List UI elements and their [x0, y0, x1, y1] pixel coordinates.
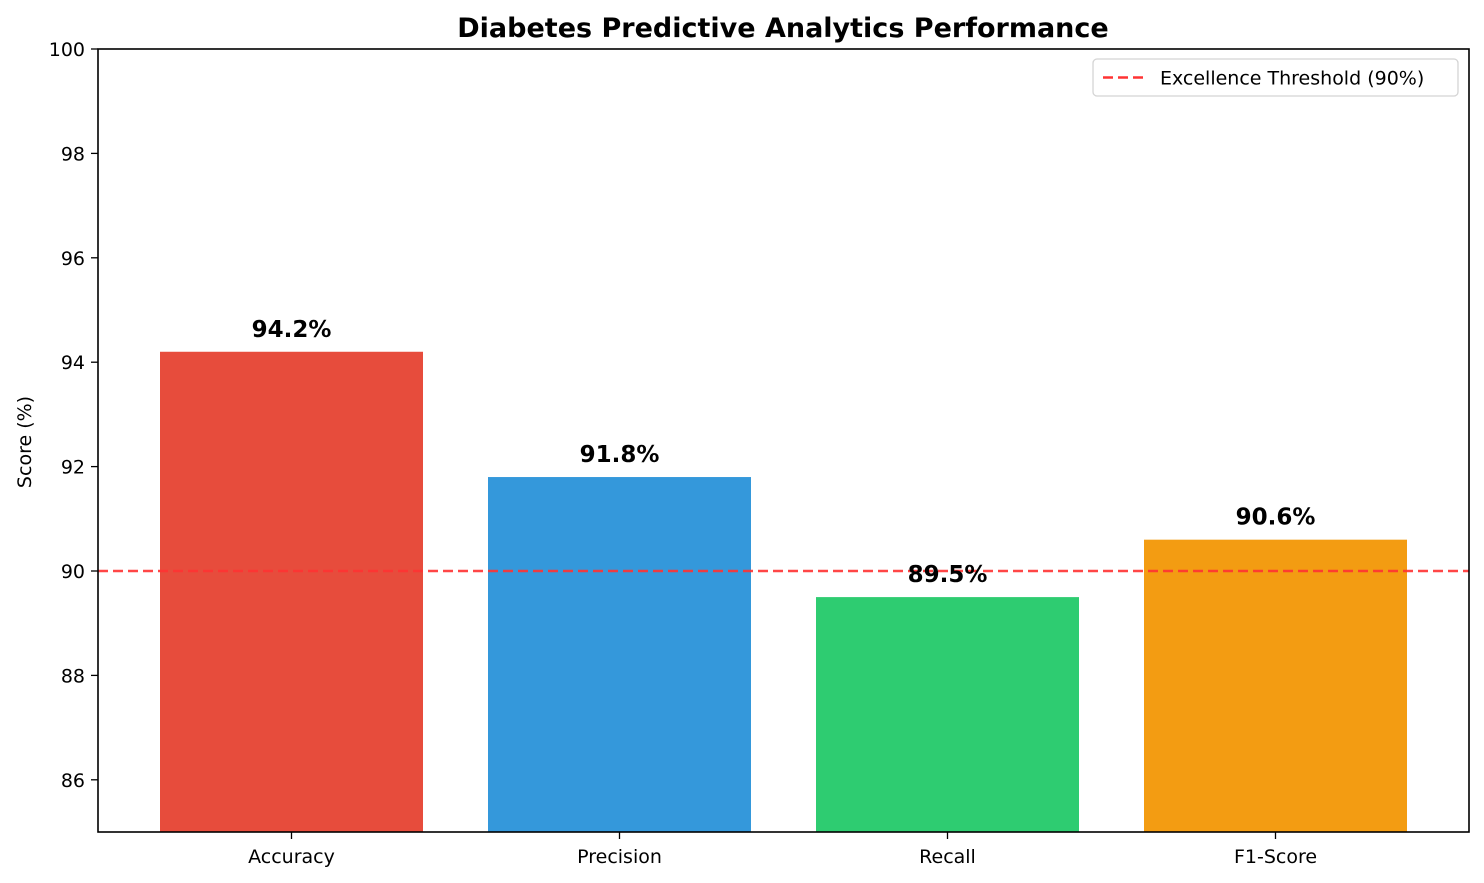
bar-recall: [816, 597, 1079, 832]
axes-frame: [97, 48, 1470, 833]
y-tick-label: 100: [49, 39, 85, 61]
data-label: 89.5%: [908, 562, 988, 588]
bar-f1-score: [1144, 539, 1407, 832]
data-label: 91.8%: [580, 442, 660, 468]
y-tick-label: 90: [61, 561, 85, 583]
data-label: 94.2%: [252, 317, 332, 343]
x-tick-label: F1-Score: [1234, 846, 1317, 868]
y-tick-label: 88: [61, 665, 85, 687]
x-tick-label: Accuracy: [248, 846, 335, 868]
y-axis-label: Score (%): [14, 396, 36, 488]
y-tick-label: 92: [61, 457, 85, 479]
plot-area: 94.2% 91.8% 89.5% 90.6% 86 88 90 92 94 96 98 100 Acc…: [49, 39, 1470, 868]
x-tick-label: Recall: [919, 846, 976, 868]
x-tick-label: Precision: [577, 846, 662, 868]
y-tick-label: 98: [61, 143, 85, 165]
legend-label: Excellence Threshold (90%): [1160, 68, 1424, 90]
legend-box: [1092, 58, 1459, 97]
chart-title: Diabetes Predictive Analytics Performanc…: [457, 13, 1108, 44]
y-tick-label: 86: [61, 770, 85, 792]
y-tick-label: 96: [61, 248, 85, 270]
y-tick-label: 94: [61, 352, 85, 374]
bar-precision: [488, 477, 751, 832]
bar-accuracy: [160, 351, 423, 832]
data-label: 90.6%: [1236, 505, 1316, 531]
legend: Excellence Threshold (90%): [1092, 58, 1459, 97]
